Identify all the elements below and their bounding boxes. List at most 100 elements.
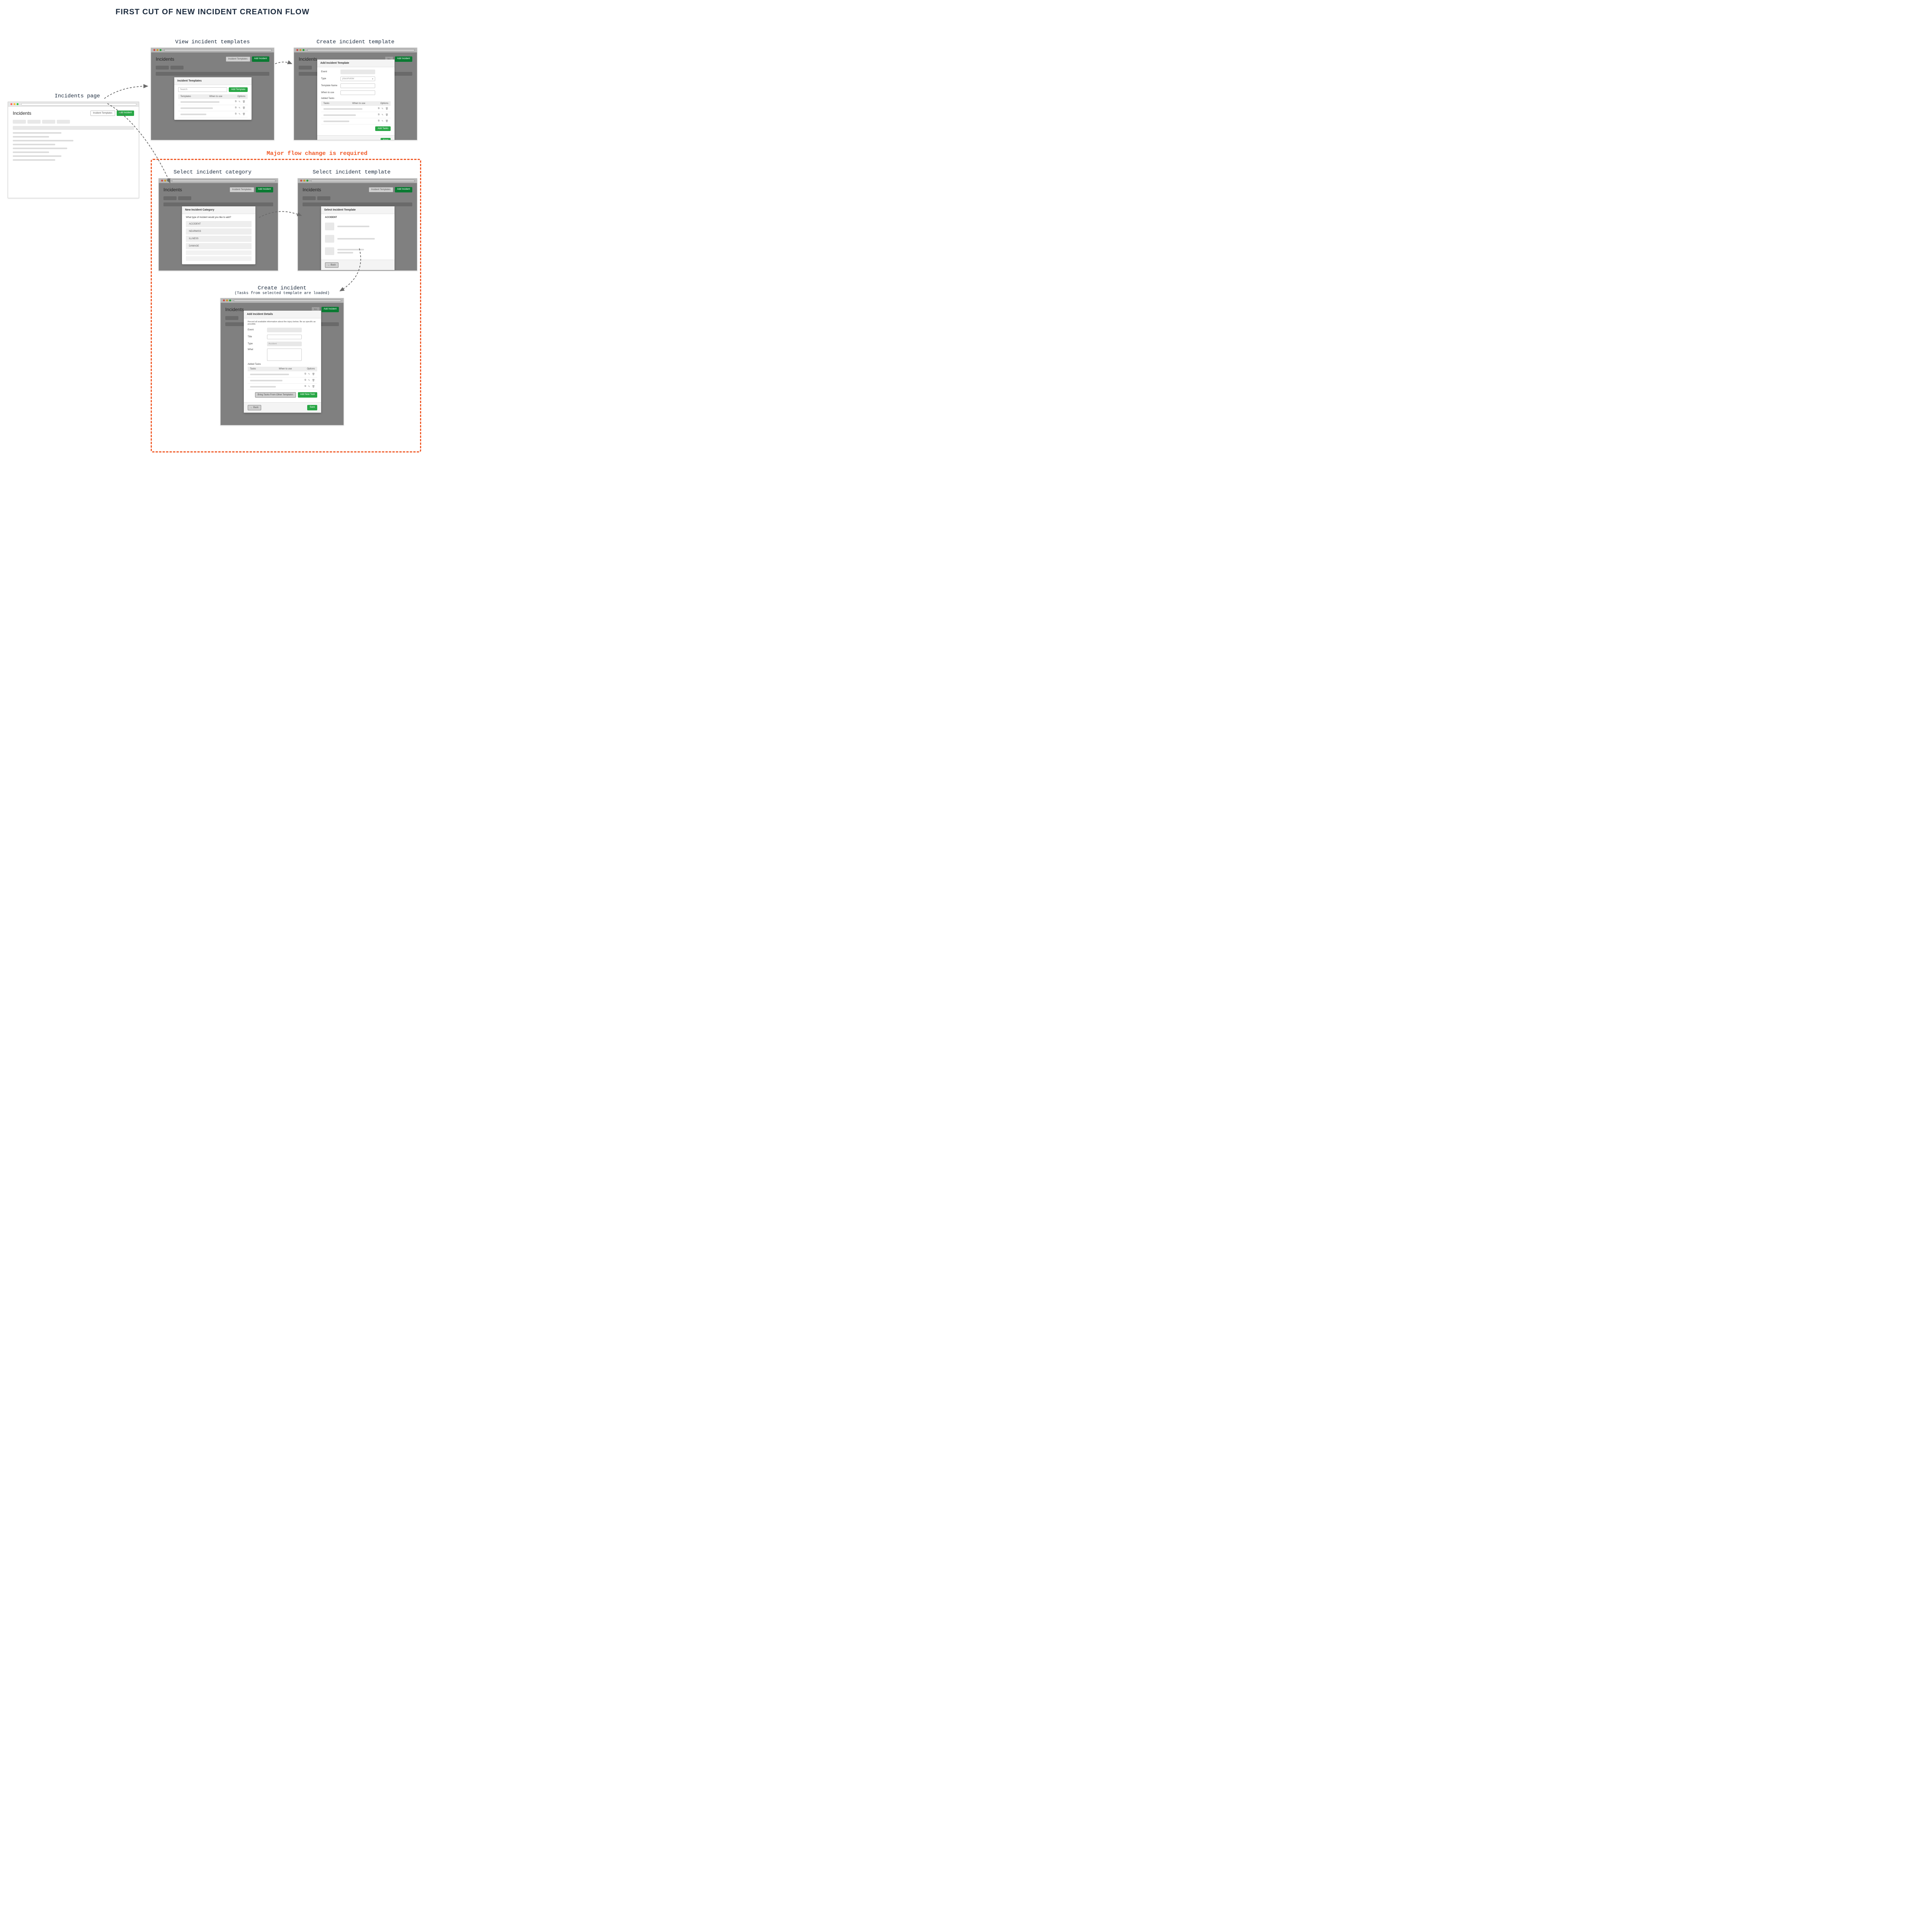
bring-tasks-button[interactable]: Bring Tasks From Other Templates: [255, 392, 296, 398]
category-option-damage[interactable]: DAMAGE: [186, 243, 252, 249]
window-chrome: [298, 179, 417, 183]
copy-icon[interactable]: ⧉: [378, 114, 379, 116]
filter-bar: [163, 202, 273, 206]
label-type: Type: [321, 78, 340, 80]
table-row[interactable]: ⧉✎🗑: [178, 105, 248, 111]
edit-icon[interactable]: ✎: [308, 373, 310, 376]
category-option-illness[interactable]: ILLNESS: [186, 236, 252, 242]
tab[interactable]: [299, 66, 312, 70]
added-tasks-label: Added Tasks: [321, 97, 391, 100]
table-row[interactable]: ⧉✎🗑: [178, 111, 248, 117]
delete-icon[interactable]: 🗑: [385, 107, 388, 110]
event-field[interactable]: [267, 328, 302, 332]
save-button[interactable]: Save: [307, 405, 317, 410]
copy-icon[interactable]: ⧉: [304, 385, 306, 388]
table-row[interactable]: ⧉✎🗑: [321, 106, 391, 112]
add-incident-button[interactable]: Add Incident: [395, 187, 412, 192]
copy-icon[interactable]: ⧉: [235, 113, 236, 116]
type-select[interactable]: placeholder▾: [340, 77, 375, 81]
template-item[interactable]: [325, 245, 391, 257]
add-template-button[interactable]: Add Template: [229, 87, 248, 92]
copy-icon[interactable]: ⧉: [304, 379, 306, 382]
delete-icon[interactable]: 🗑: [242, 107, 245, 109]
incident-templates-button[interactable]: Incident Templates: [369, 187, 393, 192]
tab[interactable]: [57, 120, 70, 124]
add-new-task-button[interactable]: Add New Task: [298, 392, 317, 398]
template-item[interactable]: [325, 233, 391, 245]
search-input[interactable]: Search: [178, 87, 227, 92]
edit-icon[interactable]: ✎: [308, 379, 310, 382]
delete-icon[interactable]: 🗑: [385, 114, 388, 116]
list-item: [13, 159, 55, 161]
edit-icon[interactable]: ✎: [381, 120, 383, 122]
add-incident-button[interactable]: Add Incident: [395, 56, 412, 62]
copy-icon[interactable]: ⧉: [304, 373, 306, 376]
back-button[interactable]: ← Back: [248, 405, 261, 410]
edit-icon[interactable]: ✎: [381, 107, 383, 110]
edit-icon[interactable]: ✎: [238, 113, 240, 116]
copy-icon[interactable]: ⧉: [378, 120, 379, 122]
filter-bar: [13, 126, 134, 130]
list-item: [13, 151, 49, 153]
event-field[interactable]: [340, 70, 375, 74]
table-row[interactable]: ⧉✎🗑: [248, 378, 317, 384]
table-row[interactable]: ⧉✎🗑: [248, 384, 317, 390]
incident-templates-button[interactable]: Incident Templates: [226, 56, 250, 62]
tab[interactable]: [13, 120, 26, 124]
add-incident-button[interactable]: Add Incident: [117, 111, 134, 116]
traffic-light-max-icon: [17, 103, 19, 105]
table-row[interactable]: ⧉✎🗑: [321, 112, 391, 118]
add-tasks-button[interactable]: Add Tasks: [375, 126, 391, 131]
edit-icon[interactable]: ✎: [381, 114, 383, 116]
page-title: Incidents: [13, 111, 31, 116]
add-incident-button[interactable]: Add Incident: [252, 56, 269, 62]
what-textarea[interactable]: [267, 349, 302, 361]
tab[interactable]: [225, 316, 238, 320]
list-item: [13, 132, 61, 134]
tab[interactable]: [163, 196, 177, 200]
delete-icon[interactable]: 🗑: [385, 120, 388, 122]
copy-icon[interactable]: ⧉: [378, 107, 379, 110]
label-what: What: [248, 349, 267, 351]
template-item[interactable]: [325, 220, 391, 233]
title-input[interactable]: [267, 335, 302, 339]
incident-templates-button[interactable]: Incident Templates: [230, 187, 254, 192]
save-button[interactable]: Save: [381, 138, 391, 140]
add-incident-button[interactable]: Add Incident: [256, 187, 273, 192]
traffic-light-max-icon: [229, 299, 231, 301]
tab[interactable]: [42, 120, 55, 124]
tab[interactable]: [170, 66, 184, 70]
edit-icon[interactable]: ✎: [308, 385, 310, 388]
delete-icon[interactable]: 🗑: [312, 373, 315, 376]
add-template-modal: Add Incident Template Event Typeplacehol…: [317, 60, 395, 140]
tab[interactable]: [303, 196, 316, 200]
template-name-input[interactable]: [340, 83, 375, 88]
traffic-light-min-icon: [299, 49, 301, 51]
category-option-nearmiss[interactable]: NEARMISS: [186, 228, 252, 235]
incident-templates-button[interactable]: Incident Templates: [90, 111, 115, 116]
table-row[interactable]: ⧉✎🗑: [178, 99, 248, 105]
traffic-light-min-icon: [156, 49, 158, 51]
back-button[interactable]: ← Back: [325, 262, 338, 268]
delete-icon[interactable]: 🗑: [242, 100, 245, 103]
copy-icon[interactable]: ⧉: [235, 107, 236, 109]
tab[interactable]: [178, 196, 191, 200]
label-when: When to use: [321, 92, 340, 94]
when-input[interactable]: [340, 90, 375, 95]
delete-icon[interactable]: 🗑: [312, 385, 315, 388]
delete-icon[interactable]: 🗑: [242, 113, 245, 116]
copy-icon[interactable]: ⧉: [235, 100, 236, 103]
add-incident-button[interactable]: Add Incident: [321, 307, 339, 312]
add-incident-modal: Add Incident Details Record all availabl…: [244, 311, 321, 413]
delete-icon[interactable]: 🗑: [312, 379, 315, 382]
edit-icon[interactable]: ✎: [238, 100, 240, 103]
tab[interactable]: [317, 196, 330, 200]
tab[interactable]: [27, 120, 41, 124]
page-title: Incidents: [163, 187, 182, 192]
table-row[interactable]: ⧉✎🗑: [248, 371, 317, 378]
category-option-accident[interactable]: ACCIDENT: [186, 221, 252, 227]
edit-icon[interactable]: ✎: [238, 107, 240, 109]
address-bar: [234, 299, 341, 302]
table-row[interactable]: ⧉✎🗑: [321, 118, 391, 124]
tab[interactable]: [156, 66, 169, 70]
